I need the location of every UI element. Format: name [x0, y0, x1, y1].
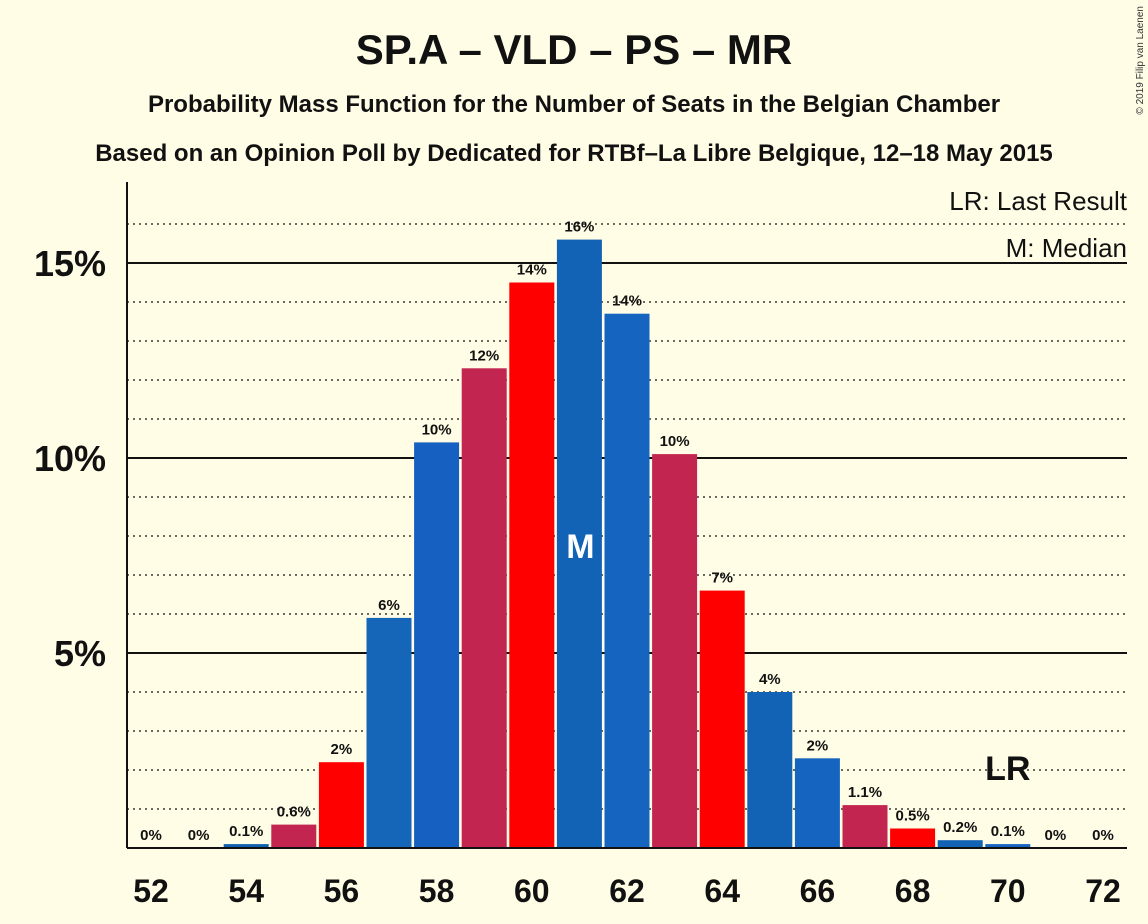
data-label-seat-64: 7% — [711, 570, 733, 587]
bar-seat-65 — [747, 692, 793, 848]
y-tick-label: 15% — [34, 243, 106, 284]
median-marker: M — [566, 528, 594, 566]
data-label-seat-65: 4% — [759, 671, 781, 688]
bar-seat-68 — [890, 828, 936, 848]
bar-seat-67 — [842, 805, 888, 848]
data-label-seat-58: 10% — [422, 421, 452, 438]
data-label-seat-71: 0% — [1045, 827, 1067, 844]
data-label-seat-52: 0% — [140, 827, 162, 844]
bar-seat-55 — [271, 824, 317, 848]
data-labels: 0% 0% 0.1% 0.6% 2% 6% 10% 12% 14% 16% 14% 10% 7% 4% 2%… — [140, 219, 1114, 844]
data-label-seat-54: 0.1% — [229, 823, 263, 840]
x-tick-label: 62 — [609, 873, 645, 909]
bar-seat-54 — [223, 844, 269, 848]
bar-seat-60 — [509, 282, 555, 848]
data-label-seat-55: 0.6% — [277, 804, 311, 821]
data-label-seat-66: 2% — [807, 737, 829, 754]
copyright-note: © 2019 Filip van Laenen — [1135, 6, 1146, 115]
x-tick-label: 56 — [324, 873, 360, 909]
data-label-seat-62: 14% — [612, 293, 642, 310]
legend-median: M: Median — [1006, 233, 1127, 263]
x-tick-label: 58 — [419, 873, 455, 909]
x-tick-label: 64 — [704, 873, 740, 909]
bar-seat-70 — [985, 844, 1031, 848]
data-label-seat-69: 0.2% — [943, 819, 977, 836]
data-label-seat-56: 2% — [331, 741, 353, 758]
data-label-seat-67: 1.1% — [848, 784, 882, 801]
chart-subtitle: Probability Mass Function for the Number… — [148, 91, 1000, 118]
bar-seat-64 — [699, 590, 745, 848]
y-tick-label: 10% — [34, 438, 106, 479]
data-label-seat-63: 10% — [660, 433, 690, 450]
bar-seat-61 — [556, 239, 602, 849]
legend-last-result: LR: Last Result — [949, 186, 1128, 216]
bar-seat-57 — [366, 617, 412, 848]
x-tick-label: 54 — [228, 873, 264, 909]
data-label-seat-72: 0% — [1092, 827, 1114, 844]
x-tick-label: 72 — [1085, 873, 1121, 909]
last-result-marker: LR — [985, 750, 1030, 788]
x-tick-label: 70 — [990, 873, 1026, 909]
x-tick-label: 52 — [133, 873, 169, 909]
bar-seat-62 — [604, 313, 650, 848]
data-label-seat-70: 0.1% — [991, 823, 1025, 840]
data-label-seat-59: 12% — [469, 347, 499, 364]
data-label-seat-68: 0.5% — [895, 808, 929, 825]
y-tick-labels: 5% 10% 15% — [34, 243, 106, 674]
y-tick-label: 5% — [54, 633, 106, 674]
bars — [223, 239, 1031, 849]
bar-seat-66 — [794, 758, 840, 848]
bar-seat-63 — [652, 454, 698, 848]
data-label-seat-61: 16% — [564, 219, 594, 236]
chart-title: SP.A – VLD – PS – MR — [356, 26, 793, 73]
bar-seat-56 — [318, 762, 364, 848]
chart-subtitle-source: Based on an Opinion Poll by Dedicated fo… — [95, 140, 1053, 167]
x-tick-label: 60 — [514, 873, 550, 909]
x-tick-label: 68 — [895, 873, 931, 909]
data-label-seat-57: 6% — [378, 597, 400, 614]
data-label-seat-60: 14% — [517, 262, 547, 279]
bar-seat-69 — [937, 840, 983, 848]
x-tick-labels: 52 54 56 58 60 62 64 66 68 70 72 — [133, 873, 1121, 909]
data-label-seat-53: 0% — [188, 827, 210, 844]
bar-seat-58 — [414, 442, 460, 848]
bar-seat-59 — [461, 368, 507, 848]
x-tick-label: 66 — [800, 873, 836, 909]
